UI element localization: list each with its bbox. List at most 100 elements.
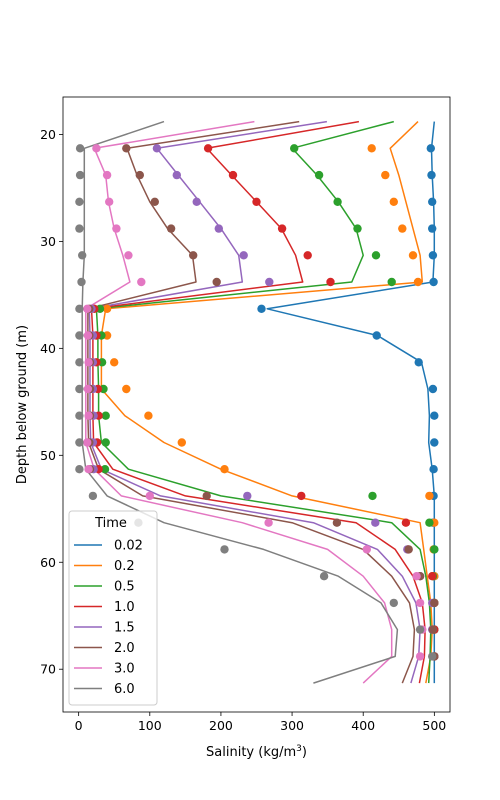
series-point-0.02-11 [430, 438, 439, 447]
series-point-0.5-13 [368, 491, 377, 501]
series-point-0.2-6 [102, 304, 112, 313]
series-point-3.0-13 [145, 491, 154, 501]
series-point-0.2-13 [425, 491, 434, 501]
series-lines [81, 120, 436, 684]
y-tick-label: 70 [40, 662, 56, 677]
series-point-2.0-17 [430, 598, 439, 608]
series-point-3.0-19 [415, 652, 425, 661]
series-point-3.0-17 [415, 598, 425, 608]
series-point-0.02-0 [426, 144, 435, 153]
series-point-0.5-2 [333, 197, 342, 206]
series-point-1.5-2 [192, 197, 201, 206]
series-point-0.2-12 [220, 465, 229, 474]
series-point-6.0-15 [220, 545, 229, 554]
series-point-1.0-4 [303, 251, 312, 260]
series-point-1.0-0 [203, 144, 213, 153]
series-point-0.02-8 [414, 358, 423, 367]
series-point-1.5-14 [371, 518, 380, 527]
series-point-3.0-2 [105, 197, 114, 206]
x-tick-label: 300 [280, 718, 304, 733]
series-point-6.0-5 [77, 277, 86, 287]
y-tick-label: 40 [40, 341, 56, 356]
legend-label-1.5: 1.5 [114, 621, 135, 636]
series-point-0.5-1 [314, 170, 324, 180]
series-point-0.02-5 [429, 277, 438, 287]
series-point-0.2-8 [110, 358, 119, 367]
series-point-0.2-0 [367, 144, 376, 153]
series-point-1.0-14 [401, 518, 411, 527]
series-point-3.0-10 [84, 411, 93, 420]
series-point-0.2-4 [408, 251, 418, 260]
series-point-1.5-1 [172, 170, 181, 180]
x-tick-label: 0 [75, 718, 83, 733]
series-point-0.5-14 [425, 518, 434, 527]
series-point-0.2-10 [144, 411, 153, 420]
series-point-0.02-7 [372, 331, 381, 340]
series-line-0.02 [266, 121, 436, 684]
series-point-3.0-8 [84, 358, 93, 367]
legend-label-0.5: 0.5 [114, 580, 135, 595]
series-point-2.0-14 [332, 518, 342, 527]
series-point-6.0-0 [75, 144, 85, 153]
plot-frame [62, 96, 451, 713]
series-point-0.02-2 [428, 197, 437, 206]
series-point-6.0-11 [75, 438, 84, 447]
series-point-0.02-9 [428, 384, 438, 394]
x-tick-label: 200 [209, 718, 233, 733]
series-point-6.0-2 [75, 197, 84, 206]
y-tick-label: 60 [40, 555, 56, 570]
series-point-0.2-11 [177, 438, 186, 447]
y-axis-ticks: 20 30 40 50 60 70 [40, 127, 63, 677]
series-point-0.5-3 [353, 224, 362, 233]
series-point-3.0-0 [92, 144, 101, 153]
series-point-1.5-3 [214, 224, 223, 233]
series-line-0.2 [100, 121, 433, 684]
legend-entries: 0.02 0.2 0.5 1.0 1.5 2.0 3.0 6.0 [74, 539, 143, 697]
series-point-6.0-10 [75, 411, 84, 420]
series-point-6.0-17 [389, 598, 398, 608]
series-point-3.0-7 [83, 331, 93, 340]
series-point-0.5-0 [290, 144, 299, 153]
legend-label-0.2: 0.2 [114, 559, 135, 574]
series-point-0.5-5 [387, 277, 396, 287]
series-point-6.0-13 [88, 491, 98, 501]
legend-label-6.0: 6.0 [114, 682, 135, 697]
series-point-2.0-0 [122, 144, 131, 153]
series-line-2.0 [87, 120, 416, 684]
series-line-6.0 [81, 120, 399, 684]
legend-label-0.02: 0.02 [114, 539, 143, 554]
x-tick-label: 100 [138, 718, 162, 733]
series-point-3.0-15 [362, 545, 371, 554]
series-line-0.5 [95, 120, 432, 684]
series-point-6.0-6 [75, 304, 84, 313]
legend-label-1.0: 1.0 [114, 600, 135, 615]
series-points [75, 144, 439, 661]
series-point-3.0-3 [112, 224, 121, 233]
series-point-1.0-3 [277, 224, 287, 233]
series-point-1.0-13 [297, 491, 306, 501]
legend: Time 0.02 0.2 0.5 1.0 1.5 2.0 3.0 6.0 [68, 510, 158, 706]
series-point-1.0-2 [252, 197, 261, 206]
series-point-6.0-1 [75, 170, 85, 180]
series-point-0.5-12 [100, 465, 110, 474]
series-point-1.5-4 [239, 251, 248, 260]
series-point-2.0-5 [212, 277, 221, 287]
series-point-6.0-18 [415, 625, 425, 634]
legend-box [68, 510, 158, 706]
series-point-3.0-14 [264, 518, 273, 527]
series-point-6.0-19 [428, 652, 437, 661]
y-tick-label: 30 [40, 234, 56, 249]
x-tick-label: 400 [351, 718, 375, 733]
x-axis-label: Salinity (kg/m3) [206, 744, 307, 760]
series-line-3.0 [85, 120, 393, 684]
series-point-6.0-16 [319, 572, 329, 581]
series-point-3.0-6 [83, 304, 92, 313]
y-tick-label: 20 [40, 127, 56, 142]
legend-label-2.0: 2.0 [114, 641, 135, 656]
series-point-2.0-4 [189, 251, 198, 260]
series-point-1.0-5 [326, 277, 335, 287]
legend-title: Time [94, 516, 127, 531]
series-point-3.0-16 [412, 572, 421, 581]
series-point-1.5-13 [243, 491, 252, 501]
